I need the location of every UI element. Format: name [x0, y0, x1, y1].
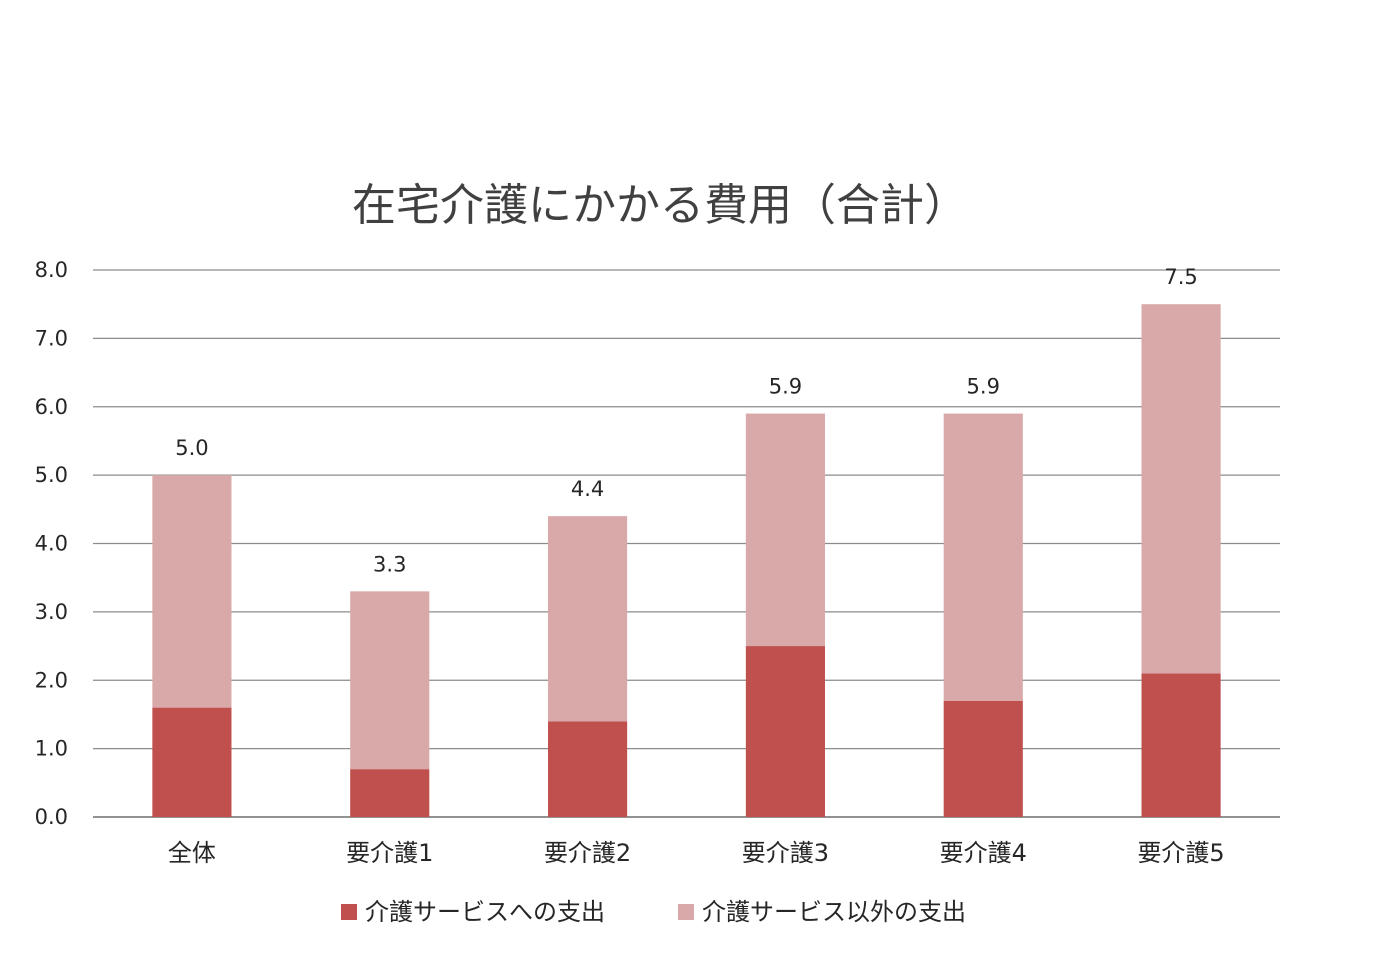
y-tick-label-3: 3.0 — [35, 600, 68, 624]
data-label-total-5: 7.5 — [1164, 265, 1197, 289]
chart-title: 在宅介護にかかる費用（合計） — [352, 180, 968, 231]
data-label-total-4: 5.9 — [967, 375, 1000, 399]
legend: 介護サービスへの支出 介護サービス以外の支出 — [341, 898, 966, 926]
bar-series1-2 — [548, 721, 628, 817]
x-category-label-2: 要介護2 — [544, 839, 631, 867]
data-label-total-3: 5.9 — [769, 375, 802, 399]
data-label-total-2: 4.4 — [571, 477, 604, 501]
y-tick-label-7: 7.0 — [35, 326, 68, 350]
bar-series1-4 — [943, 700, 1023, 817]
x-category-label-3: 要介護3 — [742, 839, 829, 867]
bar-series2-1 — [350, 591, 430, 770]
x-category-label-0: 全体 — [168, 839, 216, 867]
y-tick-label-0: 0.0 — [35, 805, 68, 829]
bar-series1-3 — [745, 646, 825, 817]
bar-series2-5 — [1141, 304, 1221, 674]
x-category-label-4: 要介護4 — [940, 839, 1027, 867]
bar-series2-0 — [152, 475, 232, 708]
y-tick-label-2: 2.0 — [35, 668, 68, 692]
legend-label-2: 介護サービス以外の支出 — [702, 898, 966, 926]
data-labels: 5.0 3.3 4.4 5.9 5.9 7.5 — [175, 265, 1198, 576]
bar-series2-2 — [548, 516, 628, 722]
y-tick-label-1: 1.0 — [35, 737, 68, 761]
bar-series1-1 — [350, 769, 430, 817]
bar-series1-0 — [152, 707, 232, 817]
y-tick-label-6: 6.0 — [35, 395, 68, 419]
gridlines — [93, 269, 1280, 818]
legend-label-1: 介護サービスへの支出 — [365, 898, 605, 926]
legend-swatch-2 — [678, 904, 694, 920]
y-tick-label-8: 8.0 — [35, 258, 68, 282]
x-category-label-1: 要介護1 — [346, 839, 433, 867]
bars — [152, 304, 1221, 817]
data-label-total-0: 5.0 — [175, 436, 208, 460]
y-tick-label-4: 4.0 — [35, 532, 68, 556]
x-axis-category-labels: 全体 要介護1 要介護2 要介護3 要介護4 要介護5 — [168, 839, 1225, 867]
bar-series2-3 — [745, 413, 825, 647]
bar-series1-5 — [1141, 673, 1221, 817]
data-label-total-1: 3.3 — [373, 552, 406, 576]
y-axis-tick-labels: 0.0 1.0 2.0 3.0 4.0 5.0 6.0 7.0 8.0 — [35, 258, 68, 829]
y-tick-label-5: 5.0 — [35, 463, 68, 487]
x-category-label-5: 要介護5 — [1137, 839, 1224, 867]
legend-swatch-1 — [341, 904, 357, 920]
bar-series2-4 — [943, 413, 1023, 701]
